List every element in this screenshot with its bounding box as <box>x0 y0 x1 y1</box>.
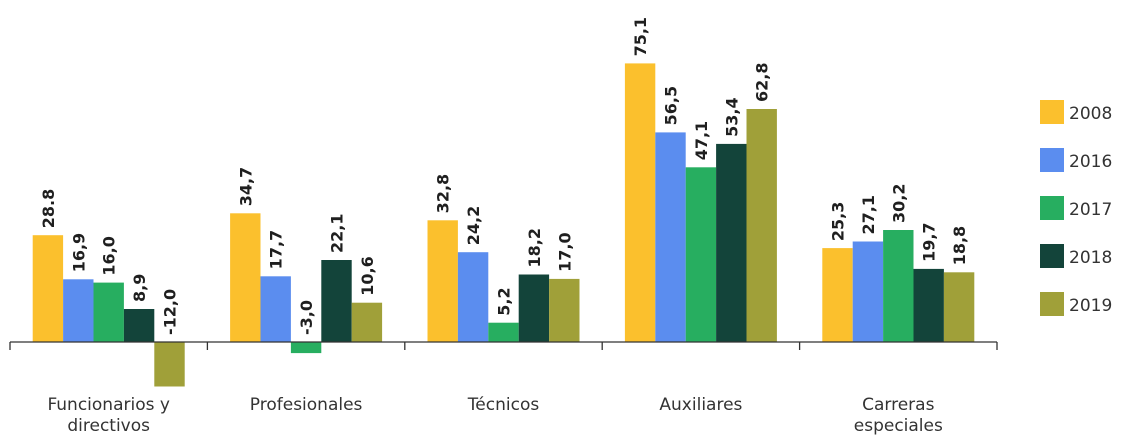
category-label-line: Carreras <box>862 395 934 415</box>
bar <box>63 279 94 342</box>
data-label: 28.8 <box>39 189 58 228</box>
bar <box>154 342 185 387</box>
legend-swatch <box>1040 292 1064 316</box>
bar <box>427 220 458 342</box>
bar <box>852 241 884 342</box>
bar <box>716 143 747 342</box>
data-label: 47,1 <box>692 121 711 160</box>
data-label: 34,7 <box>236 167 255 206</box>
x-axis: Funcionarios y directivos Profesionales Téc… <box>9 341 998 436</box>
category-label-line: Auxiliares <box>659 395 742 415</box>
category-label: Profesionales <box>250 395 363 415</box>
category-label-line: Funcionarios y <box>47 395 170 415</box>
data-label: -12,0 <box>161 289 180 335</box>
bar <box>321 260 352 342</box>
data-label: 30,2 <box>889 184 908 223</box>
bar <box>943 272 975 342</box>
bar <box>351 302 383 342</box>
legend-swatch <box>1040 244 1064 268</box>
legend-label: 2016 <box>1069 152 1112 172</box>
data-label: 24,2 <box>464 206 483 245</box>
legend-label: 2019 <box>1069 296 1112 316</box>
category-label-line: directivos <box>67 416 150 436</box>
data-label: 17,7 <box>267 230 286 269</box>
bar <box>290 342 322 354</box>
legend-label: 2018 <box>1069 248 1112 268</box>
bar <box>230 213 261 342</box>
category-label: Auxiliares <box>659 395 742 415</box>
bar <box>518 274 550 342</box>
data-label: 62,8 <box>753 63 772 102</box>
data-label: 16,0 <box>100 236 119 275</box>
bar <box>883 230 914 342</box>
data-label: 32,8 <box>434 174 453 213</box>
legend-swatch <box>1040 196 1064 220</box>
data-label: 16,9 <box>69 233 88 272</box>
legend-label: 2017 <box>1069 200 1112 220</box>
data-label: 25,3 <box>829 202 848 241</box>
data-label: 56,5 <box>662 86 681 125</box>
bar <box>822 248 853 342</box>
category-label: Técnicos <box>467 395 540 415</box>
bar <box>260 276 291 342</box>
bar <box>32 235 64 342</box>
data-label: 8,9 <box>130 274 149 302</box>
data-label: 22,1 <box>328 214 347 253</box>
data-label: 19,7 <box>920 222 939 261</box>
data-label: 17,0 <box>555 232 574 271</box>
legend-swatch <box>1040 100 1064 124</box>
bars-group: 28.8 16,9 16,0 8,9 -12,0 34,7 17,7 -3,0 22,1 10,6… <box>32 17 975 387</box>
category-label-line: Técnicos <box>467 395 540 415</box>
legend: 2008 2016 2017 2018 2019 <box>1040 100 1112 316</box>
legend-label: 2008 <box>1069 104 1112 124</box>
category-label-line: Profesionales <box>250 395 363 415</box>
bar <box>457 252 489 342</box>
data-label: 53,4 <box>722 97 741 136</box>
data-label: 75,1 <box>631 17 650 56</box>
data-label: -3,0 <box>297 300 316 335</box>
bar <box>685 167 717 342</box>
bar <box>93 282 124 342</box>
legend-swatch <box>1040 148 1064 172</box>
category-label: Funcionarios y directivos <box>47 395 170 436</box>
data-label: 18,8 <box>950 226 969 265</box>
bar <box>746 109 777 342</box>
category-label: Carreras especiales <box>854 395 943 436</box>
data-label: 5,2 <box>495 287 514 315</box>
bar <box>488 322 519 342</box>
bar <box>655 132 686 342</box>
bar <box>624 63 656 343</box>
category-label-line: especiales <box>854 416 943 436</box>
data-label: 10,6 <box>358 256 377 295</box>
data-label: 18,2 <box>525 228 544 267</box>
bar <box>913 268 944 342</box>
data-label: 27,1 <box>859 195 878 234</box>
bar <box>549 278 580 342</box>
bar <box>123 309 155 342</box>
